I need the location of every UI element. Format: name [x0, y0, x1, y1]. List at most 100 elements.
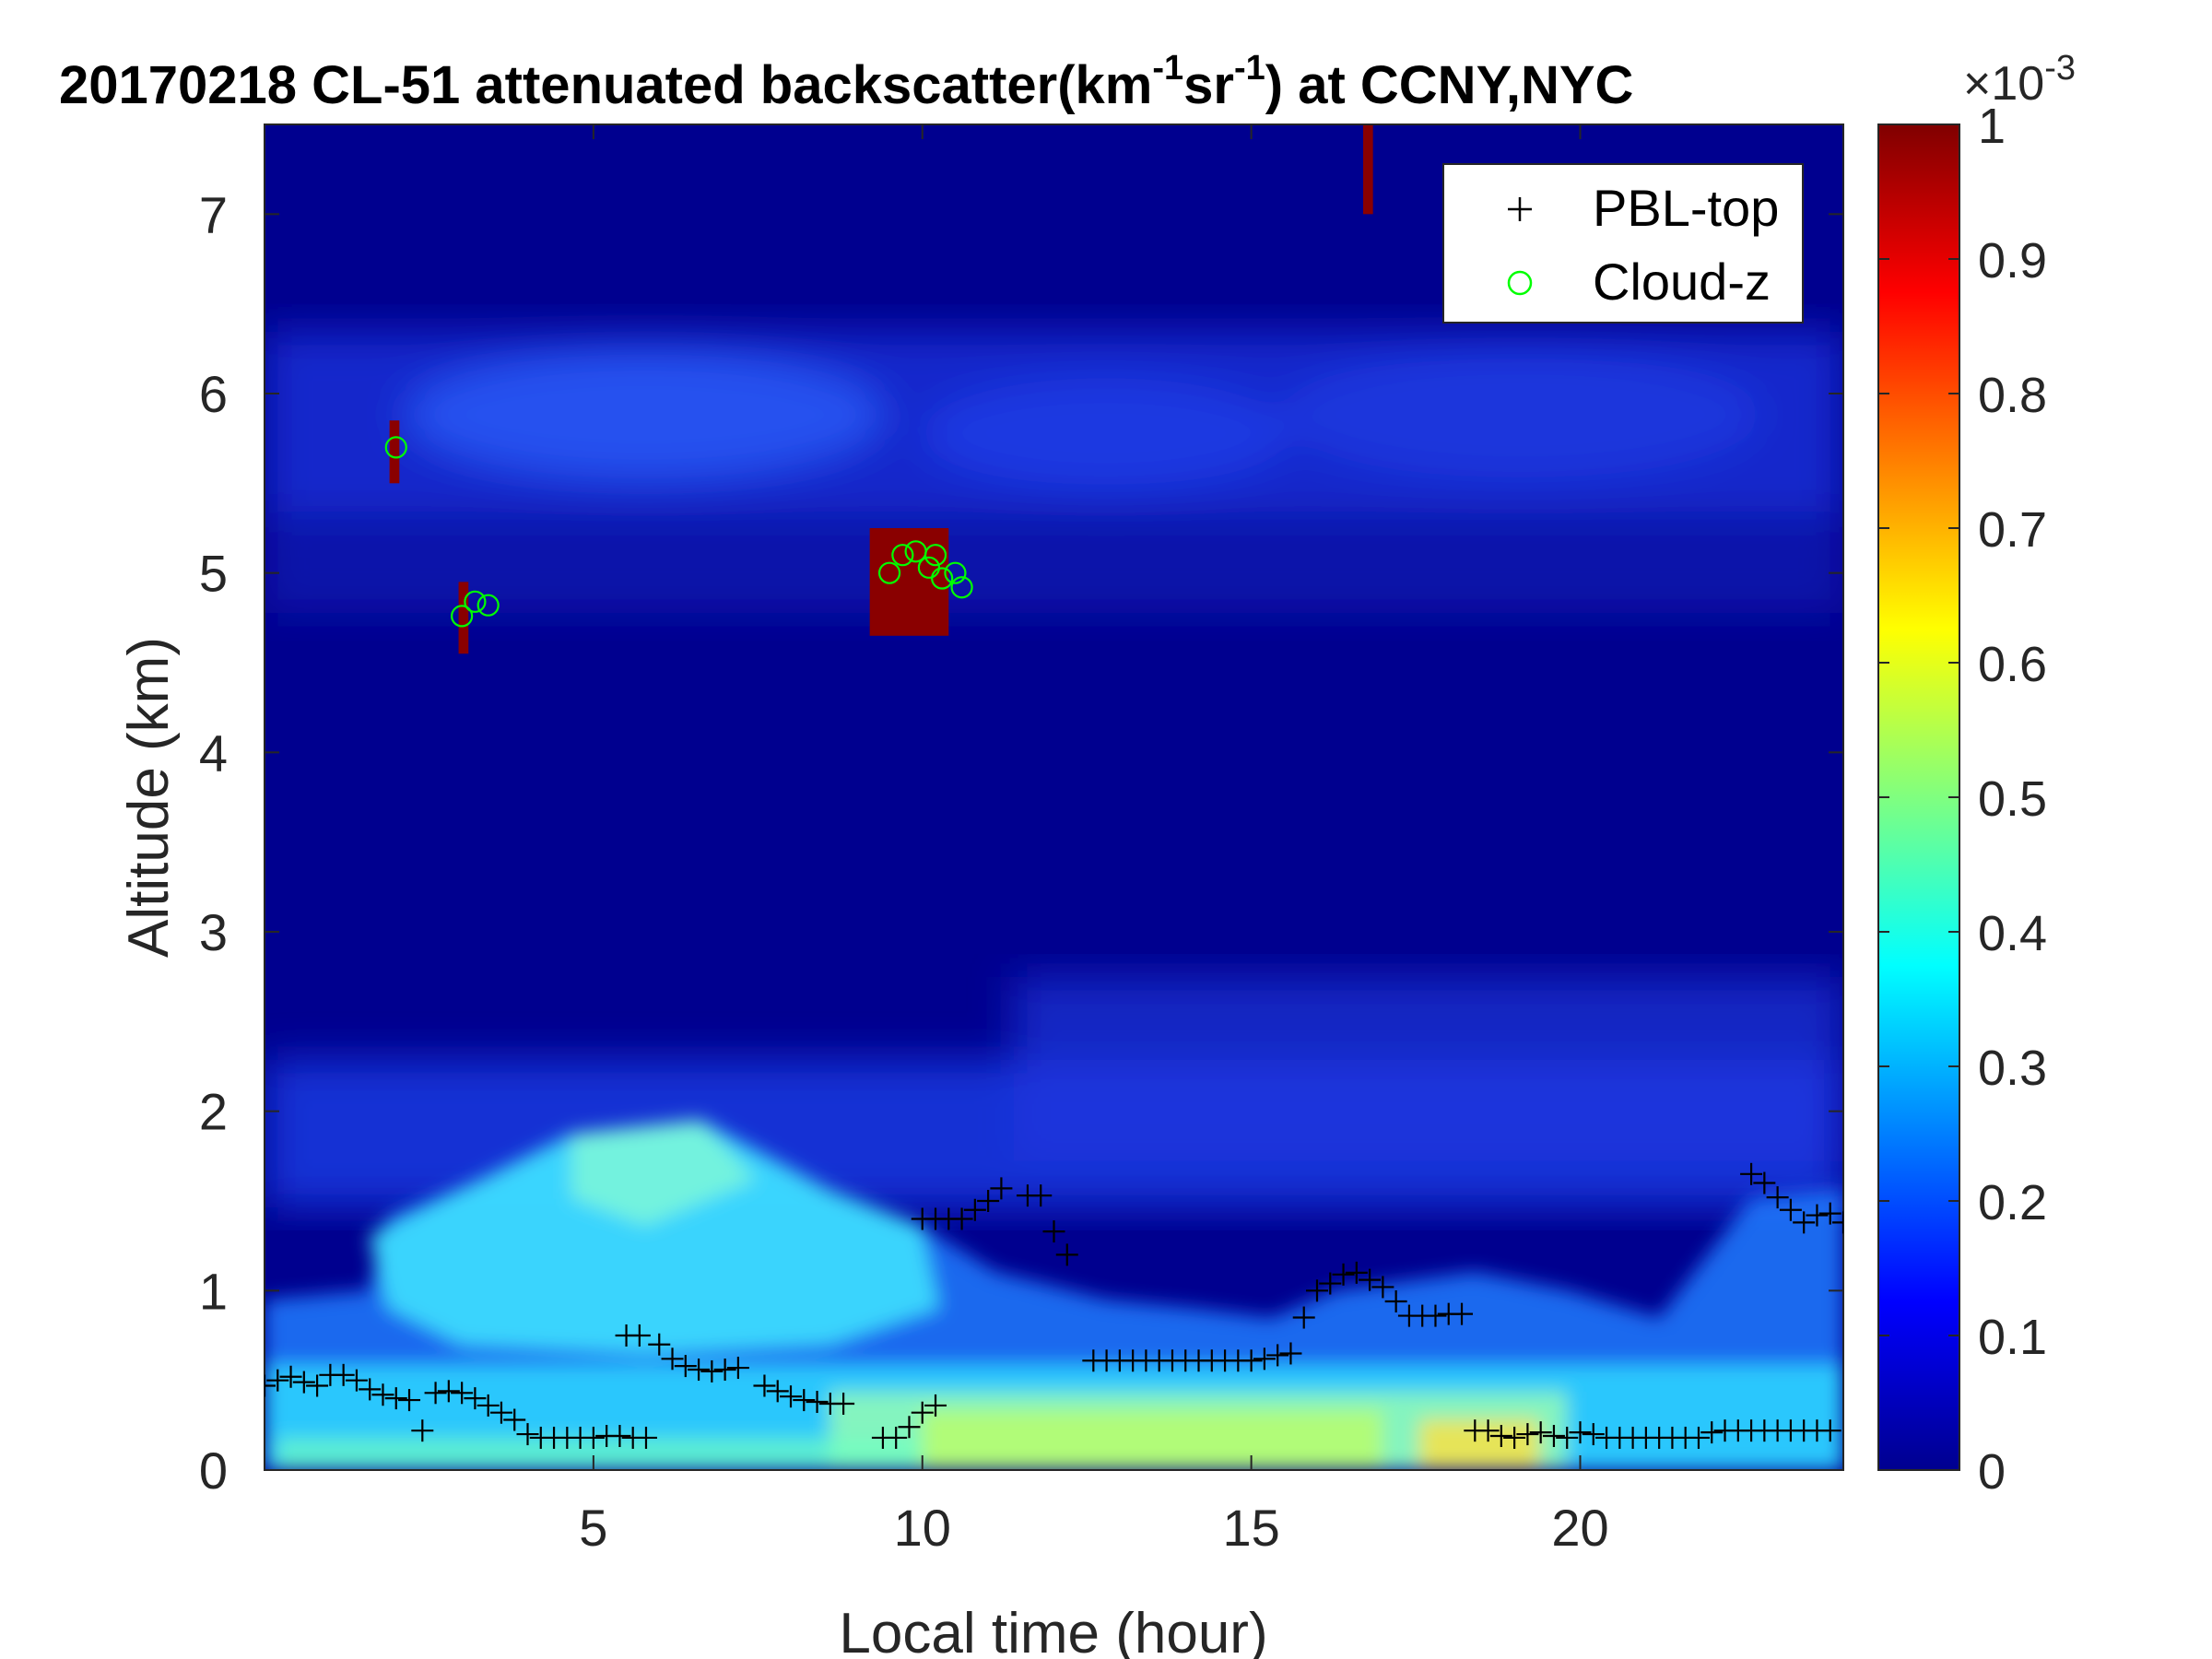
- cloud-patch-0: [389, 420, 400, 484]
- x-tick-label: 15: [1222, 1499, 1279, 1557]
- pbl-top-point: [726, 1357, 749, 1380]
- pbl-top-point: [885, 1426, 908, 1449]
- pbl-top-point: [780, 1385, 802, 1408]
- pbl-top-point: [464, 1387, 487, 1410]
- pbl-top-point: [477, 1394, 500, 1417]
- cloud-z-point: [891, 544, 914, 567]
- pbl-top-point: [950, 1207, 973, 1230]
- cloud-z-point: [477, 594, 500, 617]
- colorbar-tick-label: 0.6: [1978, 637, 2047, 692]
- colorbar-exponent: ×10-3: [1963, 49, 2076, 111]
- pbl-top-point: [1030, 1184, 1053, 1207]
- cloud-z-point: [384, 436, 407, 459]
- pbl-top-point: [279, 1365, 302, 1388]
- cloud-patch-3: [1362, 124, 1373, 215]
- pbl-top-point: [1279, 1342, 1302, 1365]
- pbl-top-point: [345, 1369, 368, 1392]
- pbl-top-point: [661, 1347, 684, 1371]
- pbl-top-point: [1371, 1276, 1394, 1299]
- pbl-top-point: [503, 1408, 526, 1431]
- upper-layer: [265, 332, 1843, 613]
- cloud-z-point: [924, 544, 947, 567]
- pbl-top-point: [1503, 1426, 1526, 1449]
- chart-title: 20170218 CL-51 attenuated backscatter(km…: [59, 49, 1633, 115]
- legend-label-pbl-top: PBL-top: [1593, 179, 1779, 237]
- pbl-top-point: [1529, 1421, 1552, 1444]
- y-tick-label: 5: [199, 545, 228, 603]
- pbl-top-point: [1345, 1261, 1368, 1284]
- colorbar-ticks: 0 0.1 0.2 0.3 0.4 0.5 0.6 0.7 0.8 0.9 1: [1878, 99, 2047, 1500]
- pbl-top-point: [793, 1389, 816, 1412]
- pbl-top-point: [1569, 1421, 1592, 1444]
- boundary-layer: [265, 1120, 1843, 1470]
- pbl-top-point: [292, 1371, 315, 1394]
- pbl-top-point: [1384, 1290, 1407, 1313]
- x-axis-label: Local time (hour): [839, 1602, 1267, 1659]
- colorbar-tick-label: 0.9: [1978, 233, 2047, 288]
- pbl-top-point: [713, 1358, 736, 1381]
- pbl-top-point: [806, 1391, 829, 1414]
- pbl-top-point: [1766, 1186, 1789, 1209]
- pbl-top-point: [648, 1333, 671, 1356]
- pbl-top-point: [1582, 1423, 1605, 1446]
- pbl-top-point: [1424, 1304, 1447, 1327]
- pbl-top-point: [924, 1394, 947, 1417]
- legend-label-cloud-z: Cloud-z: [1593, 253, 1771, 311]
- pbl-top-point: [1740, 1162, 1763, 1185]
- pbl-top-point: [1753, 1171, 1776, 1194]
- heatmap: [265, 124, 1843, 1470]
- pbl-top-point: [911, 1401, 934, 1424]
- legend-marker-pbl-top: [1508, 197, 1532, 221]
- pbl-top-point: [963, 1198, 986, 1221]
- pbl-top-point: [332, 1363, 355, 1386]
- pbl-top-point: [832, 1392, 855, 1415]
- pbl-top-point: [516, 1423, 539, 1446]
- pbl-top-point: [424, 1382, 447, 1405]
- pbl-top-point: [634, 1426, 657, 1449]
- pbl-top-point: [1055, 1243, 1078, 1266]
- pbl-top-point: [1477, 1419, 1500, 1442]
- x-tick-label: 20: [1551, 1499, 1608, 1557]
- pbl-top-point: [1806, 1204, 1829, 1227]
- pbl-top-point: [1451, 1302, 1474, 1325]
- y-tick-label: 3: [199, 903, 228, 961]
- cloud-patch-1: [458, 582, 469, 654]
- pbl-top-point: [1319, 1272, 1342, 1295]
- pbl-top-point: [1359, 1268, 1382, 1291]
- cloud-z-point: [950, 576, 973, 599]
- colorbar-gradient: [1877, 124, 1960, 1471]
- series-cloud-z: [384, 436, 973, 628]
- colorbar-tick-label: 0.7: [1978, 502, 2047, 558]
- pbl-top-point: [1542, 1425, 1565, 1448]
- pbl-top-point: [1240, 1349, 1263, 1372]
- pbl-top-point: [1556, 1426, 1579, 1449]
- pbl-top-point: [582, 1426, 605, 1449]
- legend-box: [1442, 163, 1804, 324]
- pbl-top-point: [674, 1355, 697, 1378]
- pbl-top-point: [306, 1374, 329, 1397]
- colorbar-tick-label: 0.2: [1978, 1175, 2047, 1230]
- cloud-z-point: [917, 556, 940, 579]
- pbl-top-point: [489, 1401, 512, 1424]
- cloud-z-point: [464, 590, 487, 613]
- pbl-top-point: [628, 1324, 651, 1347]
- pbl-top-point: [1832, 1211, 1843, 1234]
- colorbar: 0 0.1 0.2 0.3 0.4 0.5 0.6 0.7 0.8 0.9 1 ×10-3: [1877, 49, 2076, 1500]
- pbl-top-point: [398, 1389, 421, 1412]
- cloud-z-point: [931, 567, 954, 590]
- pbl-top-point: [977, 1190, 1000, 1212]
- pbl-top-point: [700, 1359, 724, 1382]
- pbl-top-point: [1516, 1423, 1539, 1446]
- y-tick-label: 4: [199, 724, 228, 782]
- pbl-top-point: [1253, 1347, 1276, 1371]
- pbl-top-point: [371, 1383, 394, 1406]
- x-tick-label: 10: [894, 1499, 951, 1557]
- pbl-top-point: [1700, 1421, 1724, 1444]
- y-tick-label: 2: [199, 1083, 228, 1141]
- colorbar-tick-label: 0.1: [1978, 1310, 2047, 1365]
- pbl-top-point: [1332, 1263, 1355, 1286]
- pbl-top-point: [1266, 1344, 1289, 1367]
- pbl-top-point: [1779, 1198, 1802, 1221]
- pbl-top-point: [384, 1387, 407, 1410]
- pbl-top-point: [898, 1416, 921, 1439]
